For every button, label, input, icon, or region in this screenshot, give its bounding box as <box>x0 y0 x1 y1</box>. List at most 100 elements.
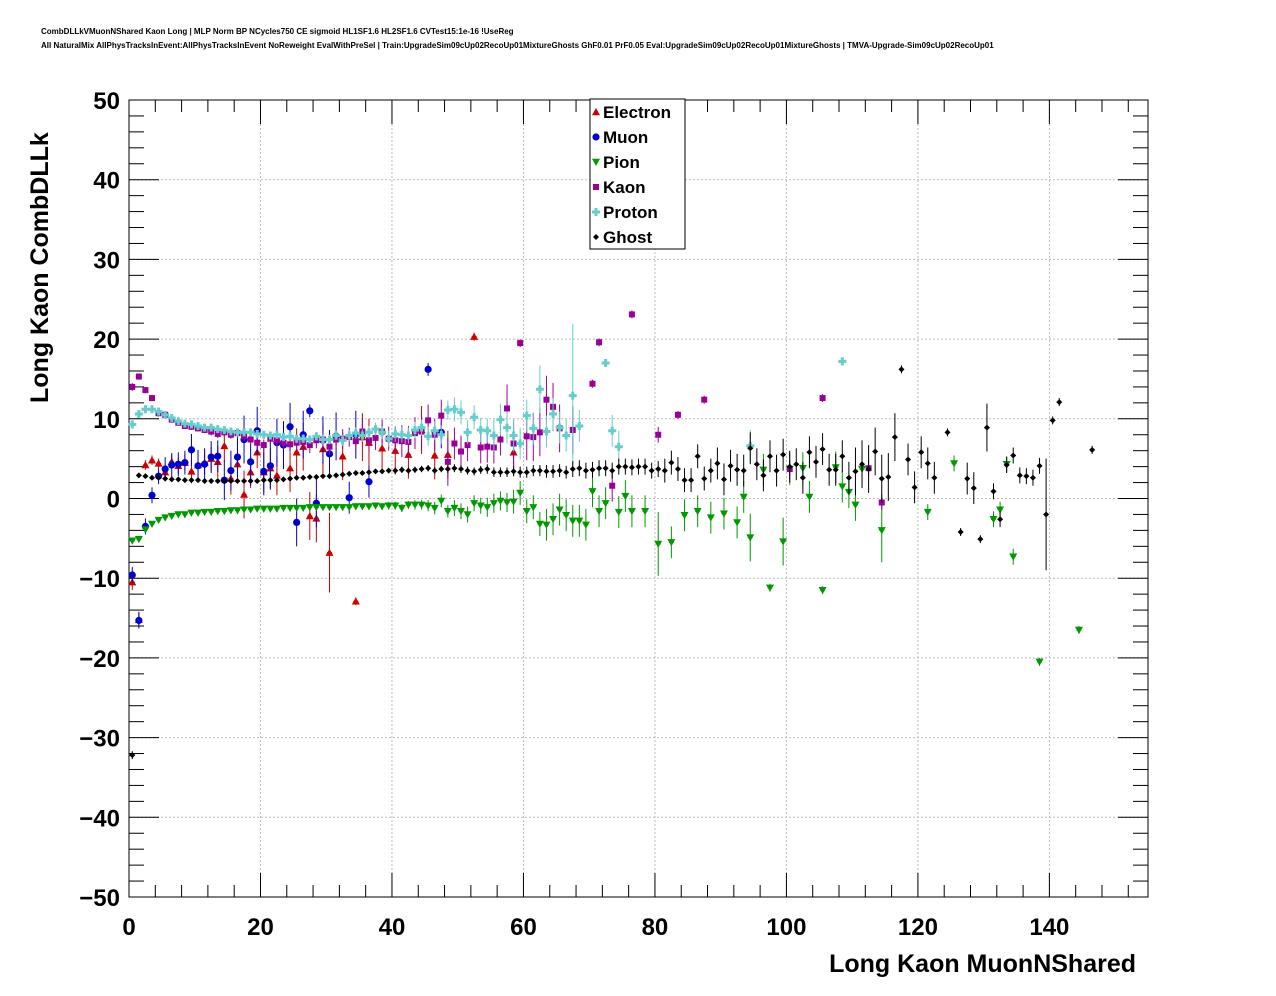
ghost-point <box>983 424 990 431</box>
muon-point <box>168 461 176 469</box>
proton-point <box>345 431 354 440</box>
proton-point <box>417 423 426 432</box>
proton-point <box>312 432 321 441</box>
kaon-point <box>543 396 550 403</box>
proton-point <box>838 357 847 366</box>
electron-point <box>272 471 281 479</box>
legend-marker-muon <box>592 133 600 141</box>
proton-point <box>410 425 419 434</box>
muon-point <box>128 571 136 579</box>
kaon-point <box>451 440 458 447</box>
proton-point <box>154 407 163 416</box>
pion-point <box>627 508 636 516</box>
muon-point <box>293 518 301 527</box>
pion-point <box>838 483 847 491</box>
pion-point <box>706 514 715 522</box>
proton-point <box>463 428 472 437</box>
x-tick-label: 0 <box>122 914 135 941</box>
pion-point <box>325 504 334 512</box>
electron-point <box>240 490 249 498</box>
pion-point <box>318 504 327 512</box>
ghost-point <box>372 468 379 475</box>
ghost-point <box>425 465 432 472</box>
proton-point <box>187 420 196 429</box>
ghost-point <box>596 465 603 472</box>
pion-point <box>641 508 650 516</box>
proton-point <box>174 417 183 426</box>
muon-point <box>161 465 169 473</box>
ghost-point <box>365 469 372 476</box>
kaon-point <box>596 339 603 346</box>
x-tick-label: 120 <box>898 914 938 941</box>
pion-point <box>253 505 262 513</box>
ghost-point <box>129 752 136 759</box>
ghost-point <box>602 465 609 472</box>
ghost-point <box>661 467 668 474</box>
ghost-point <box>780 451 787 458</box>
kaon-point <box>484 443 491 450</box>
proton-point <box>614 442 623 451</box>
ghost-point <box>510 468 517 475</box>
y-axis-title: Long Kaon CombDLLk <box>26 132 54 403</box>
pion-point <box>312 504 321 512</box>
muon-point <box>207 453 215 461</box>
pion-point <box>384 502 393 510</box>
ghost-point <box>878 475 885 482</box>
ghost-point <box>287 475 294 482</box>
ghost-point <box>333 472 340 479</box>
pion-point <box>358 503 367 511</box>
ghost-point <box>642 463 649 470</box>
ghost-point <box>221 477 228 484</box>
pion-point <box>562 512 571 520</box>
proton-point <box>220 425 229 434</box>
legend-label-ghost: Ghost <box>603 228 652 247</box>
proton-point <box>509 431 518 440</box>
ghost-point <box>681 477 688 484</box>
pion-point <box>154 516 163 525</box>
pion-point <box>588 488 597 496</box>
ghost-point <box>793 461 800 468</box>
pion-point <box>207 508 216 517</box>
muon-point <box>306 407 314 415</box>
muon-point <box>201 460 209 468</box>
muon-point <box>187 446 196 454</box>
pion-point <box>568 517 577 525</box>
pion-point <box>450 504 459 513</box>
ghost-point <box>701 475 708 482</box>
kaon-point <box>273 437 280 444</box>
proton-point <box>134 410 143 419</box>
electron-point <box>148 456 157 464</box>
pion-point <box>424 502 433 510</box>
ghost-point <box>181 477 188 484</box>
series-muon <box>128 363 445 629</box>
pion-point <box>1035 658 1044 666</box>
ghost-point <box>214 477 221 484</box>
ghost-point <box>865 466 872 473</box>
pion-point <box>220 508 229 516</box>
pion-point <box>141 526 150 534</box>
kaon-point <box>425 417 432 424</box>
legend: Electron Muon Pion Kaon Proton Ghost <box>589 98 686 250</box>
proton-point <box>128 420 137 429</box>
pion-point <box>483 504 492 512</box>
pion-point <box>667 539 676 547</box>
pion-point <box>779 538 788 546</box>
ghost-point <box>438 466 445 473</box>
muon-point <box>227 467 235 475</box>
kaon-point <box>523 433 530 440</box>
pion-point <box>299 504 308 513</box>
electron-point <box>187 467 196 475</box>
proton-point <box>332 431 341 440</box>
ghost-point <box>957 528 964 535</box>
ghost-point <box>306 473 313 480</box>
ghost-point <box>924 460 931 467</box>
electron-point <box>141 461 150 469</box>
proton-point <box>141 405 150 414</box>
ghost-point <box>931 474 938 481</box>
ghost-point <box>398 466 405 473</box>
ghost-point <box>418 466 425 473</box>
proton-point <box>207 423 216 432</box>
y-tick-label: −30 <box>79 726 120 753</box>
ghost-point <box>346 470 353 477</box>
proton-point <box>161 410 170 419</box>
